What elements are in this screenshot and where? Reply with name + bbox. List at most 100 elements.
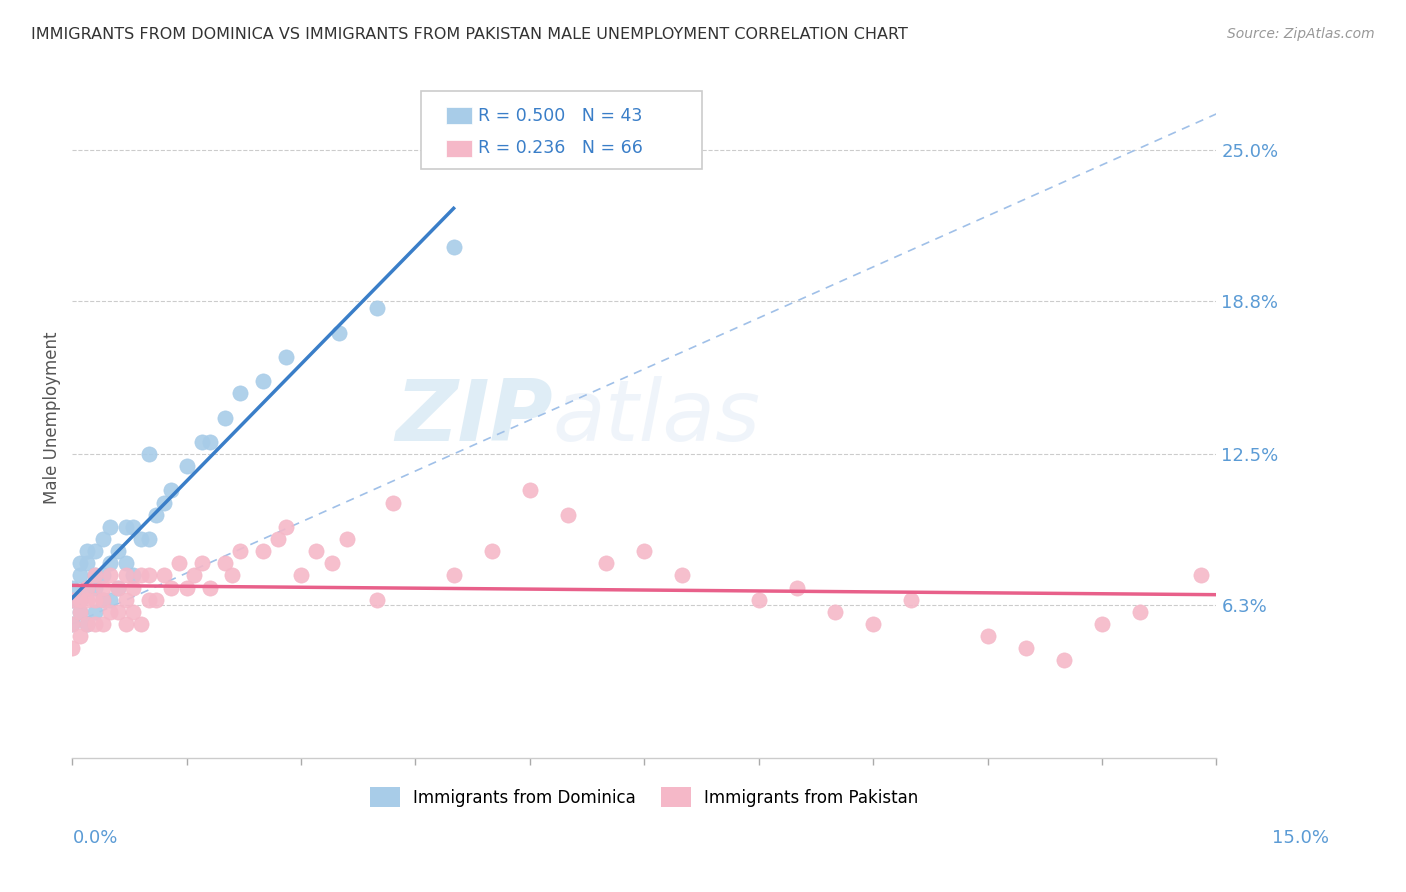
Point	[76, 617, 98, 632]
Point	[69, 605, 91, 619]
Point	[191, 557, 214, 571]
Y-axis label: Male Unemployment: Male Unemployment	[44, 331, 60, 504]
Point	[114, 617, 136, 632]
Point	[129, 568, 152, 582]
Point	[176, 581, 198, 595]
Text: 0.0%: 0.0%	[73, 829, 118, 847]
Point	[138, 447, 160, 461]
Point	[129, 617, 152, 632]
Point	[69, 592, 91, 607]
Point	[114, 557, 136, 571]
Point	[152, 568, 174, 582]
Point	[519, 483, 541, 498]
Point	[98, 520, 121, 534]
Point	[198, 581, 221, 595]
Point	[69, 605, 91, 619]
Point	[91, 592, 114, 607]
Point	[91, 532, 114, 546]
Legend: Immigrants from Dominica, Immigrants from Pakistan: Immigrants from Dominica, Immigrants fro…	[363, 780, 925, 814]
Point	[160, 581, 183, 595]
FancyBboxPatch shape	[422, 91, 702, 169]
Point	[69, 557, 91, 571]
Text: 15.0%: 15.0%	[1272, 829, 1329, 847]
Point	[748, 592, 770, 607]
Point	[557, 508, 579, 522]
Point	[76, 617, 98, 632]
Point	[160, 483, 183, 498]
Point	[290, 568, 312, 582]
Point	[60, 592, 83, 607]
Point	[183, 568, 205, 582]
Point	[91, 592, 114, 607]
Point	[91, 568, 114, 582]
Point	[145, 508, 167, 522]
Point	[107, 581, 129, 595]
Text: R = 0.500   N = 43: R = 0.500 N = 43	[478, 107, 643, 125]
Point	[76, 557, 98, 571]
Point	[114, 592, 136, 607]
Point	[267, 532, 290, 546]
Point	[443, 240, 465, 254]
Point	[60, 641, 83, 656]
Point	[1091, 617, 1114, 632]
Point	[214, 410, 236, 425]
Point	[305, 544, 328, 558]
Point	[84, 568, 107, 582]
Point	[252, 374, 274, 388]
Point	[76, 544, 98, 558]
Point	[69, 568, 91, 582]
Point	[191, 434, 214, 449]
Point	[98, 605, 121, 619]
Point	[91, 581, 114, 595]
Point	[60, 581, 83, 595]
Point	[98, 592, 121, 607]
Point	[114, 520, 136, 534]
Point	[98, 557, 121, 571]
FancyBboxPatch shape	[446, 107, 472, 125]
Text: Source: ZipAtlas.com: Source: ZipAtlas.com	[1227, 27, 1375, 41]
Point	[91, 617, 114, 632]
Point	[366, 301, 388, 316]
Point	[98, 568, 121, 582]
Point	[900, 592, 922, 607]
Point	[229, 544, 252, 558]
Point	[138, 592, 160, 607]
Point	[198, 434, 221, 449]
Point	[862, 617, 884, 632]
Point	[595, 557, 617, 571]
Point	[633, 544, 655, 558]
Point	[107, 544, 129, 558]
Point	[122, 581, 145, 595]
Point	[60, 617, 83, 632]
Text: atlas: atlas	[553, 376, 761, 459]
Point	[167, 557, 190, 571]
Text: ZIP: ZIP	[395, 376, 553, 459]
Point	[138, 532, 160, 546]
Point	[1053, 653, 1076, 667]
Point	[976, 629, 998, 643]
FancyBboxPatch shape	[446, 140, 472, 157]
Point	[671, 568, 693, 582]
Point	[274, 350, 297, 364]
Point	[122, 568, 145, 582]
Point	[481, 544, 503, 558]
Point	[1189, 568, 1212, 582]
Point	[328, 326, 350, 340]
Point	[84, 581, 107, 595]
Point	[69, 629, 91, 643]
Point	[122, 520, 145, 534]
Point	[84, 544, 107, 558]
Point	[221, 568, 243, 582]
Point	[129, 532, 152, 546]
Point	[336, 532, 359, 546]
Point	[443, 568, 465, 582]
Point	[76, 592, 98, 607]
Text: R = 0.236   N = 66: R = 0.236 N = 66	[478, 139, 643, 157]
Point	[145, 592, 167, 607]
Point	[114, 568, 136, 582]
Point	[138, 568, 160, 582]
Point	[274, 520, 297, 534]
Point	[786, 581, 808, 595]
Point	[107, 605, 129, 619]
Point	[84, 605, 107, 619]
